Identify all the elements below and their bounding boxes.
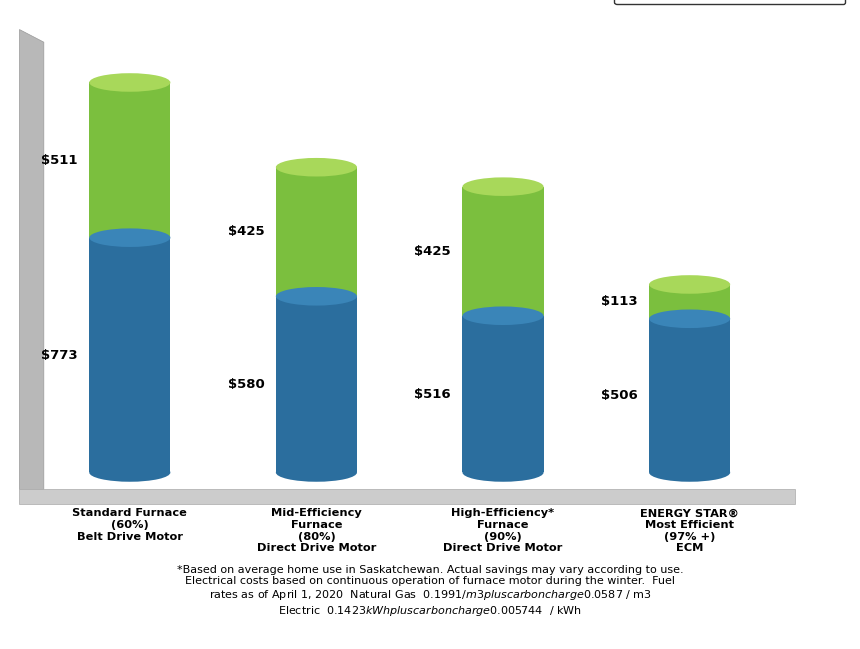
Polygon shape: [20, 29, 44, 489]
Text: Standard Furnace
(60%)
Belt Drive Motor: Standard Furnace (60%) Belt Drive Motor: [72, 508, 187, 541]
Text: $511: $511: [41, 154, 78, 167]
Ellipse shape: [276, 287, 357, 306]
Bar: [463, 187, 544, 316]
Text: *Based on average home use in Saskatchewan. Actual savings may vary according to: *Based on average home use in Saskatchew…: [176, 565, 684, 618]
Ellipse shape: [276, 158, 357, 177]
Ellipse shape: [649, 310, 730, 328]
Text: $580: $580: [228, 378, 265, 391]
Text: High-Efficiency*
Furnace
(90%)
Direct Drive Motor: High-Efficiency* Furnace (90%) Direct Dr…: [444, 508, 562, 553]
Text: $425: $425: [228, 225, 265, 238]
Ellipse shape: [463, 463, 544, 482]
Ellipse shape: [463, 177, 544, 196]
Legend: Electrical Motor cost per year*, Natural Gas cost per year*: Electrical Motor cost per year*, Natural…: [614, 0, 845, 4]
Bar: [89, 238, 170, 472]
Bar: [463, 316, 544, 472]
Text: $113: $113: [601, 295, 638, 308]
Bar: [276, 297, 357, 472]
Text: $516: $516: [415, 387, 452, 400]
Text: $425: $425: [415, 245, 452, 258]
Ellipse shape: [89, 463, 170, 482]
Polygon shape: [20, 489, 796, 504]
Ellipse shape: [276, 463, 357, 482]
Ellipse shape: [649, 275, 730, 294]
Bar: [649, 319, 730, 472]
Bar: [89, 82, 170, 238]
Text: Mid-Efficiency
Furnace
(80%)
Direct Drive Motor: Mid-Efficiency Furnace (80%) Direct Driv…: [257, 508, 376, 553]
Ellipse shape: [649, 463, 730, 482]
Ellipse shape: [89, 228, 170, 247]
Text: $506: $506: [601, 389, 638, 402]
Bar: [649, 284, 730, 319]
Text: ENERGY STAR®
Most Efficient
(97% +)
ECM: ENERGY STAR® Most Efficient (97% +) ECM: [640, 508, 739, 553]
Ellipse shape: [89, 73, 170, 92]
Bar: [276, 167, 357, 297]
Text: $773: $773: [41, 349, 78, 361]
Ellipse shape: [463, 306, 544, 325]
